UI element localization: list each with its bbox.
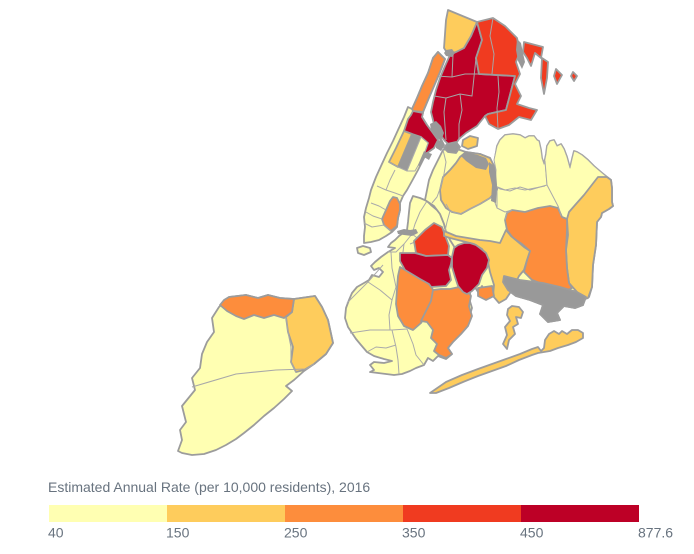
svg-text:450: 450 xyxy=(520,525,544,541)
svg-text:350: 350 xyxy=(402,525,426,541)
svg-text:150: 150 xyxy=(166,525,190,541)
svg-text:250: 250 xyxy=(284,525,308,541)
svg-text:Estimated Annual Rate (per 10,: Estimated Annual Rate (per 10,000 reside… xyxy=(48,479,370,495)
svg-text:40: 40 xyxy=(48,525,64,541)
svg-text:877.6: 877.6 xyxy=(638,525,673,541)
